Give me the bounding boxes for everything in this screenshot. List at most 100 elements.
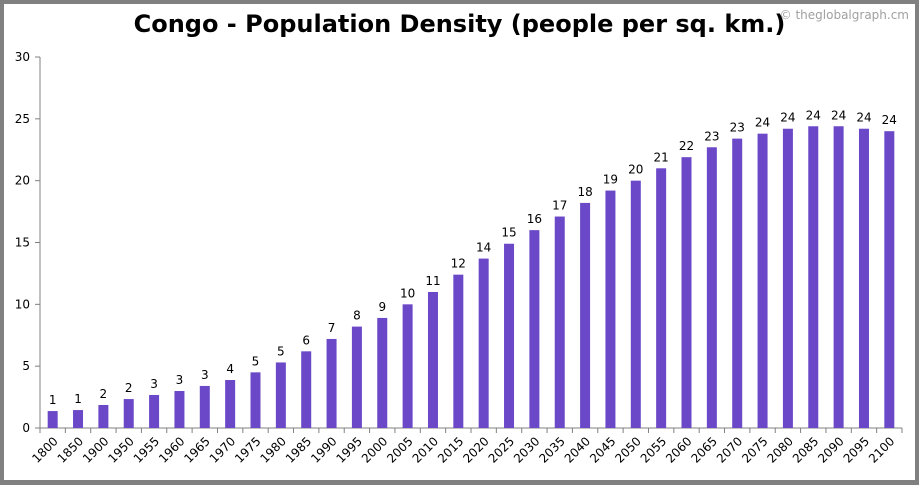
x-tick-label: 2050 — [612, 434, 643, 465]
x-tick-label: 2100 — [866, 434, 897, 465]
x-tick-label: 2020 — [460, 434, 491, 465]
bar — [326, 338, 337, 428]
x-tick-label: 1995 — [334, 434, 365, 465]
x-tick-label: 2080 — [765, 434, 796, 465]
y-tick-label: 30 — [15, 50, 30, 64]
bar — [47, 411, 58, 428]
data-label: 10 — [400, 286, 415, 300]
x-tick-label: 2055 — [638, 434, 669, 465]
data-label: 15 — [501, 226, 516, 240]
bar — [351, 326, 362, 428]
x-tick-label: 1975 — [232, 434, 263, 465]
bar — [427, 291, 438, 428]
data-label: 23 — [704, 129, 719, 143]
data-label: 19 — [603, 173, 618, 187]
x-tick-label: 2035 — [536, 434, 567, 465]
data-label: 5 — [277, 344, 285, 358]
data-label: 8 — [353, 309, 361, 323]
x-tick-label: 2060 — [663, 434, 694, 465]
data-label: 1 — [74, 392, 82, 406]
bar — [808, 126, 819, 429]
bar — [174, 391, 185, 428]
bar — [782, 128, 793, 428]
bar — [199, 385, 210, 428]
y-tick-label: 25 — [15, 112, 30, 126]
bar — [250, 372, 261, 428]
data-label: 24 — [755, 116, 770, 130]
data-label: 24 — [856, 111, 871, 125]
data-label: 23 — [730, 121, 745, 135]
bar — [858, 128, 869, 428]
data-label: 18 — [577, 185, 592, 199]
x-tick-label: 2005 — [384, 434, 415, 465]
x-tick-label: 1990 — [308, 434, 339, 465]
bar — [630, 180, 641, 428]
bar — [605, 190, 616, 428]
data-label: 3 — [176, 373, 184, 387]
bar — [377, 317, 388, 428]
y-tick-label: 5 — [22, 359, 30, 373]
data-label: 14 — [476, 241, 491, 255]
data-label: 6 — [302, 333, 310, 347]
bar — [656, 168, 667, 429]
x-tick-label: 1900 — [80, 434, 111, 465]
data-label: 9 — [378, 300, 386, 314]
x-tick-label: 1955 — [131, 434, 162, 465]
x-tick-label: 2010 — [410, 434, 441, 465]
bar — [73, 410, 84, 428]
data-label: 11 — [425, 274, 440, 288]
x-tick-label: 2075 — [739, 434, 770, 465]
bar — [478, 258, 489, 428]
data-label: 17 — [552, 199, 567, 213]
x-tick-label: 1985 — [283, 434, 314, 465]
chart-title: Congo - Population Density (people per s… — [133, 10, 786, 38]
bar — [681, 157, 692, 429]
bar — [402, 304, 413, 428]
data-label: 2 — [100, 387, 108, 401]
x-tick-label: 2070 — [714, 434, 745, 465]
x-tick-label: 1980 — [257, 434, 288, 465]
bar — [580, 202, 591, 428]
bar — [884, 131, 895, 428]
x-tick-label: 2030 — [511, 434, 542, 465]
x-tick-label: 2000 — [359, 434, 390, 465]
data-label: 12 — [451, 257, 466, 271]
data-label: 1 — [49, 393, 57, 407]
bar — [225, 380, 236, 428]
y-tick-label: 20 — [15, 174, 30, 188]
y-tick-label: 0 — [22, 421, 30, 435]
x-tick-label: 1950 — [105, 434, 136, 465]
bar — [833, 126, 844, 429]
bar — [504, 243, 515, 428]
x-tick-label: 2095 — [841, 434, 872, 465]
x-tick-label: 1850 — [55, 434, 86, 465]
bar — [529, 230, 540, 428]
data-label: 22 — [679, 139, 694, 153]
bar — [301, 351, 312, 428]
data-label: 3 — [150, 377, 158, 391]
bar — [732, 138, 743, 428]
x-tick-label: 1970 — [207, 434, 238, 465]
x-tick-label: 2045 — [587, 434, 618, 465]
x-tick-label: 2040 — [562, 434, 593, 465]
bar — [757, 133, 768, 428]
data-label: 3 — [201, 368, 209, 382]
data-label: 21 — [654, 150, 669, 164]
data-label: 5 — [252, 354, 260, 368]
watermark: © theglobalgraph.cm — [779, 8, 909, 22]
bar — [123, 399, 134, 428]
x-tick-label: 2025 — [486, 434, 517, 465]
x-tick-label: 2085 — [790, 434, 821, 465]
data-label: 24 — [806, 108, 821, 122]
data-label: 24 — [780, 111, 795, 125]
y-tick-label: 15 — [15, 236, 30, 250]
x-tick-label: 1965 — [181, 434, 212, 465]
x-tick-label: 2015 — [435, 434, 466, 465]
data-label: 24 — [882, 113, 897, 127]
bar — [706, 147, 717, 428]
bar — [554, 216, 565, 428]
bar — [453, 274, 464, 428]
data-label: 2 — [125, 381, 133, 395]
data-label: 20 — [628, 163, 643, 177]
